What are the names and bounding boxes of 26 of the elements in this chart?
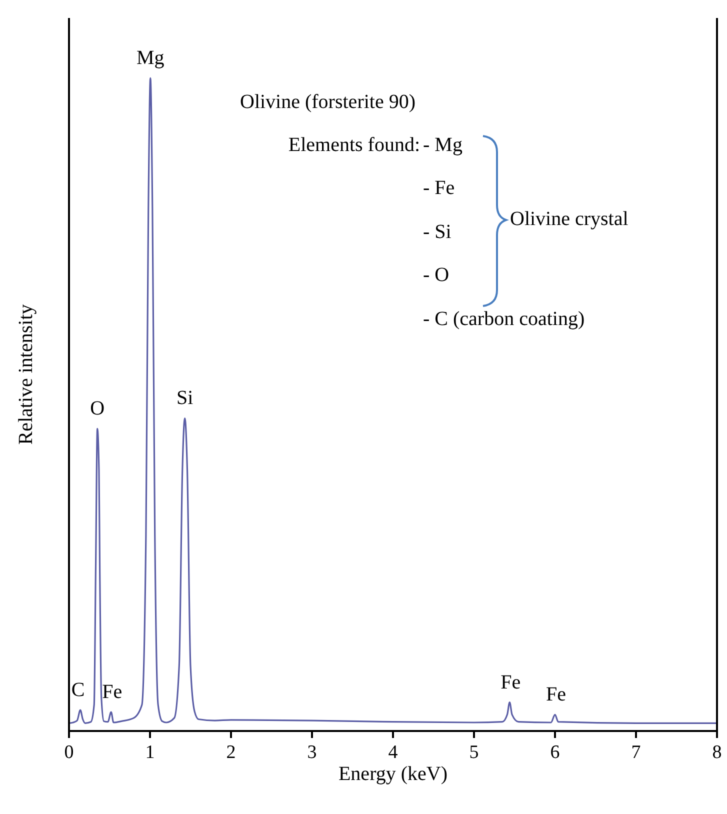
x-tick-label: 3 xyxy=(307,742,317,763)
annotation: O xyxy=(90,398,105,420)
annotation: Elements found: xyxy=(288,134,420,156)
annotation: - Fe xyxy=(423,177,455,199)
annotation: - O xyxy=(423,264,450,286)
x-tick-label: 1 xyxy=(145,742,155,763)
y-axis-title: Relative intensity xyxy=(15,304,37,445)
x-tick-label: 7 xyxy=(631,742,641,763)
x-tick-label: 5 xyxy=(469,742,479,763)
x-tick-label: 6 xyxy=(550,742,560,763)
x-tick-label: 4 xyxy=(388,742,398,763)
annotation: - C (carbon coating) xyxy=(423,308,585,330)
annotation: Mg xyxy=(136,47,164,70)
annotation: Olivine crystal xyxy=(510,208,629,230)
annotation: - Mg xyxy=(423,134,462,156)
annotation: Si xyxy=(176,387,194,410)
annotation: - Si xyxy=(423,221,452,243)
x-tick-label: 8 xyxy=(712,742,722,763)
x-axis-title: Energy (keV) xyxy=(338,763,448,785)
x-tick-label: 0 xyxy=(64,742,74,763)
annotation: Olivine (forsterite 90) xyxy=(240,91,416,113)
annotation: Fe xyxy=(500,671,521,694)
annotation: C xyxy=(71,679,85,702)
x-tick-label: 2 xyxy=(226,742,236,763)
annotation: Fe xyxy=(102,681,122,704)
annotation: Fe xyxy=(546,684,566,706)
